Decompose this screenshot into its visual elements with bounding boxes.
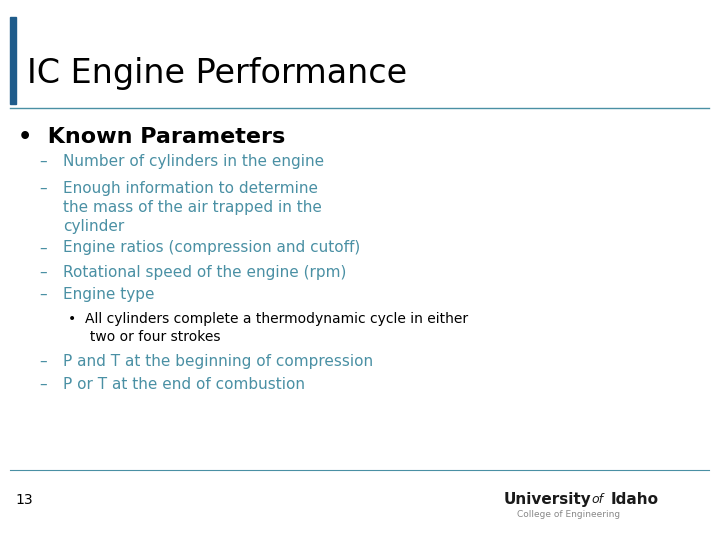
Text: 13: 13 [16,492,33,507]
Text: –: – [40,181,48,196]
Text: of: of [592,493,604,506]
Text: •  Known Parameters: • Known Parameters [18,127,285,147]
Text: •  All cylinders complete a thermodynamic cycle in either
     two or four strok: • All cylinders complete a thermodynamic… [68,312,469,344]
Text: IC Engine Performance: IC Engine Performance [27,57,408,90]
Text: –: – [40,265,48,280]
Text: Engine ratios (compression and cutoff): Engine ratios (compression and cutoff) [63,240,361,255]
Text: University: University [504,492,592,507]
Text: Idaho: Idaho [611,492,659,507]
Text: P or T at the end of combustion: P or T at the end of combustion [63,377,305,392]
Text: Number of cylinders in the engine: Number of cylinders in the engine [63,154,325,169]
Text: Engine type: Engine type [63,287,155,302]
Text: Rotational speed of the engine (rpm): Rotational speed of the engine (rpm) [63,265,347,280]
Text: –: – [40,240,48,255]
Text: College of Engineering: College of Engineering [517,510,620,519]
Text: –: – [40,287,48,302]
Text: –: – [40,154,48,169]
Text: –: – [40,377,48,392]
Text: P and T at the beginning of compression: P and T at the beginning of compression [63,354,374,369]
Text: Enough information to determine
the mass of the air trapped in the
cylinder: Enough information to determine the mass… [63,181,323,234]
Text: –: – [40,354,48,369]
